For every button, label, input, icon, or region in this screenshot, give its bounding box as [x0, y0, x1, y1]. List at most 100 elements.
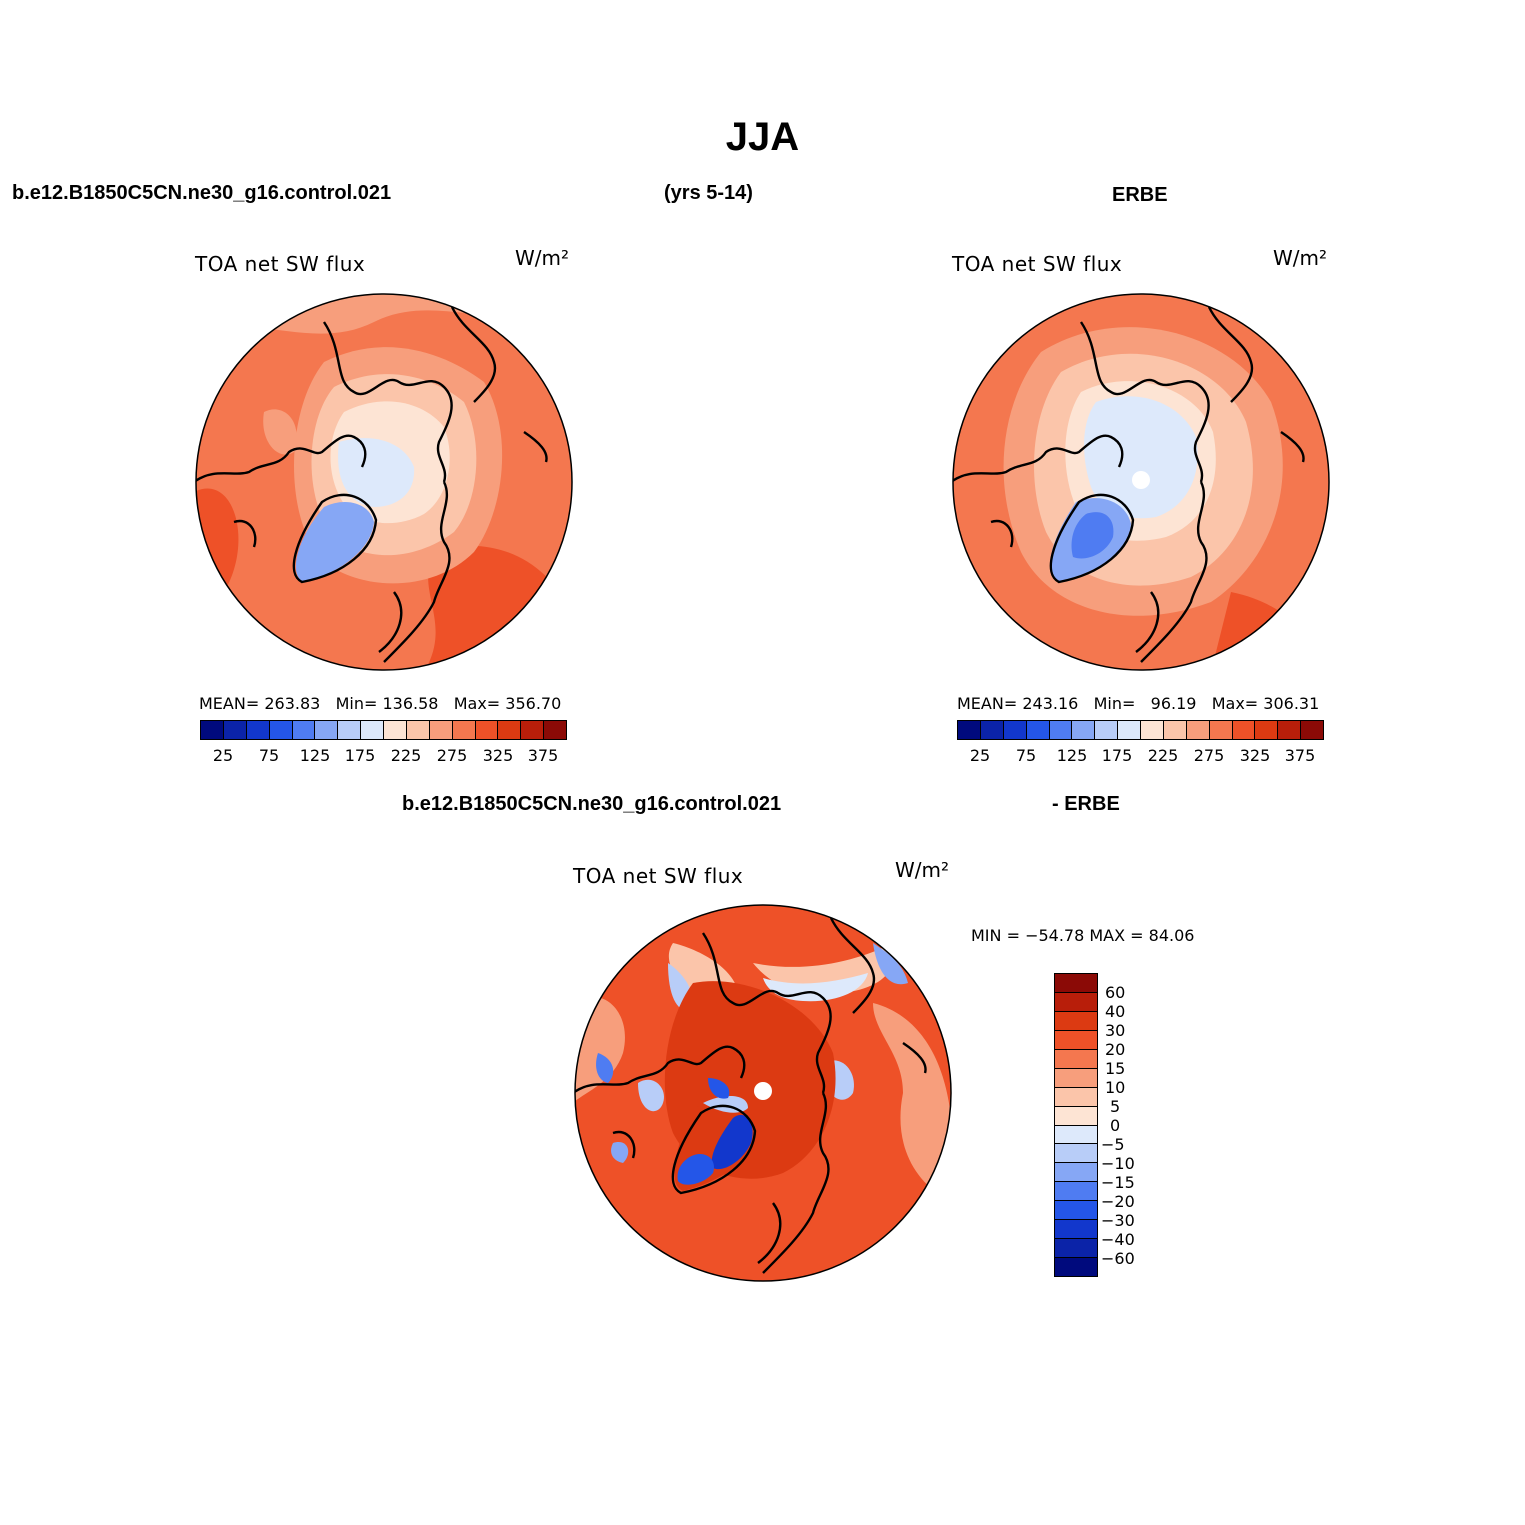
colorbar-box [1055, 1068, 1097, 1088]
colorbar-tick: 325 [1239, 746, 1271, 765]
colorbar-box [429, 721, 453, 739]
colorbar-box [498, 721, 522, 739]
colorbar-tick: −5 [1101, 1135, 1125, 1154]
colorbar-box [361, 721, 384, 739]
colorbar-tick: −30 [1101, 1211, 1135, 1230]
colorbar-tick: 375 [527, 746, 559, 765]
colorbar-tick: 60 [1105, 983, 1126, 1002]
main-title: JJA [725, 115, 800, 159]
colorbar-box [1186, 721, 1210, 739]
diff-polar-map [574, 904, 952, 1282]
colorbar-box [1055, 1087, 1097, 1107]
colorbar-tick: −60 [1101, 1249, 1135, 1268]
colorbar-box [223, 721, 247, 739]
colorbar-tick: −10 [1101, 1154, 1135, 1173]
colorbar-box [1055, 974, 1097, 993]
colorbar-tick: 275 [436, 746, 468, 765]
model-stats: MEAN= 263.83 Min= 136.58 Max= 356.70 [199, 694, 562, 713]
colorbar-box [1209, 721, 1233, 739]
colorbar-tick: 75 [1015, 746, 1037, 765]
colorbar-box [1055, 1201, 1097, 1221]
colorbar-tick: −20 [1101, 1192, 1135, 1211]
colorbar-tick: 10 [1105, 1078, 1126, 1097]
colorbar-box [544, 721, 566, 739]
diff-minmax: MIN = −54.78 MAX = 84.06 [971, 926, 1195, 945]
colorbar-box [980, 721, 1004, 739]
colorbar-box [1118, 721, 1141, 739]
obs-stats: MEAN= 243.16 Min= 96.19 Max= 306.31 [957, 694, 1320, 713]
diff-colorbar [1054, 973, 1098, 1277]
colorbar-box [1055, 1220, 1097, 1240]
colorbar-box [1301, 721, 1323, 739]
colorbar-box [1055, 1163, 1097, 1183]
colorbar-box [1278, 721, 1302, 739]
obs-name-bottom: - ERBE [1052, 793, 1120, 815]
colorbar-box [315, 721, 339, 739]
colorbar-tick: 0 [1110, 1116, 1121, 1135]
colorbar-box [1055, 1144, 1097, 1164]
colorbar-tick: 30 [1105, 1021, 1126, 1040]
colorbar-box [1072, 721, 1096, 739]
obs-panel-units: W/m² [1273, 246, 1328, 270]
obs-polar-map [952, 293, 1330, 671]
colorbar-tick: 225 [1147, 746, 1179, 765]
colorbar-box [1163, 721, 1187, 739]
colorbar-tick: 25 [212, 746, 234, 765]
colorbar-box [452, 721, 476, 739]
model-panel-units: W/m² [515, 246, 570, 270]
colorbar-box [1055, 1182, 1097, 1202]
diff-panel-title: TOA net SW flux [573, 864, 744, 888]
model-panel-title: TOA net SW flux [195, 252, 366, 276]
colorbar-box [269, 721, 293, 739]
colorbar-tick: 75 [258, 746, 280, 765]
colorbar-tick: −40 [1101, 1230, 1135, 1249]
case-name-bottom: b.e12.B1850C5CN.ne30_g16.control.021 [402, 793, 782, 815]
colorbar-box [1026, 721, 1050, 739]
colorbar-tick: 15 [1105, 1059, 1126, 1078]
colorbar-box [1255, 721, 1279, 739]
colorbar-box [246, 721, 270, 739]
colorbar-box [1095, 721, 1119, 739]
colorbar-tick: 125 [299, 746, 331, 765]
colorbar-box [1055, 1125, 1097, 1145]
colorbar-box [1055, 1239, 1097, 1259]
colorbar-tick: 25 [969, 746, 991, 765]
colorbar-box [384, 721, 407, 739]
colorbar-box [1141, 721, 1164, 739]
colorbar-tick: 325 [482, 746, 514, 765]
colorbar-box [1232, 721, 1256, 739]
obs-name-top: ERBE [1112, 184, 1168, 206]
years-label: (yrs 5-14) [664, 182, 753, 204]
colorbar-box [1055, 1106, 1097, 1126]
colorbar-box [1055, 1011, 1097, 1031]
case-name-top: b.e12.B1850C5CN.ne30_g16.control.021 [12, 182, 392, 204]
obs-panel-title: TOA net SW flux [952, 252, 1123, 276]
colorbar-tick: 175 [1101, 746, 1133, 765]
colorbar-box [406, 721, 430, 739]
colorbar-box [1055, 1049, 1097, 1069]
model-polar-map [195, 293, 573, 671]
colorbar-box [201, 721, 224, 739]
colorbar-box [521, 721, 545, 739]
colorbar-tick: 40 [1105, 1002, 1126, 1021]
colorbar-box [475, 721, 499, 739]
obs-colorbar [957, 720, 1324, 740]
colorbar-box [1055, 1258, 1097, 1276]
colorbar-box [338, 721, 362, 739]
colorbar-tick: 5 [1110, 1097, 1121, 1116]
diff-panel-units: W/m² [895, 858, 950, 882]
colorbar-box [958, 721, 981, 739]
colorbar-tick: 175 [344, 746, 376, 765]
colorbar-tick: 275 [1193, 746, 1225, 765]
colorbar-box [1055, 1030, 1097, 1050]
colorbar-tick: 20 [1105, 1040, 1126, 1059]
colorbar-box [1055, 992, 1097, 1012]
colorbar-box [292, 721, 316, 739]
colorbar-tick: 375 [1284, 746, 1316, 765]
colorbar-tick: −15 [1101, 1173, 1135, 1192]
colorbar-tick: 225 [390, 746, 422, 765]
colorbar-tick: 125 [1056, 746, 1088, 765]
colorbar-box [1049, 721, 1073, 739]
model-colorbar [200, 720, 567, 740]
colorbar-box [1003, 721, 1027, 739]
